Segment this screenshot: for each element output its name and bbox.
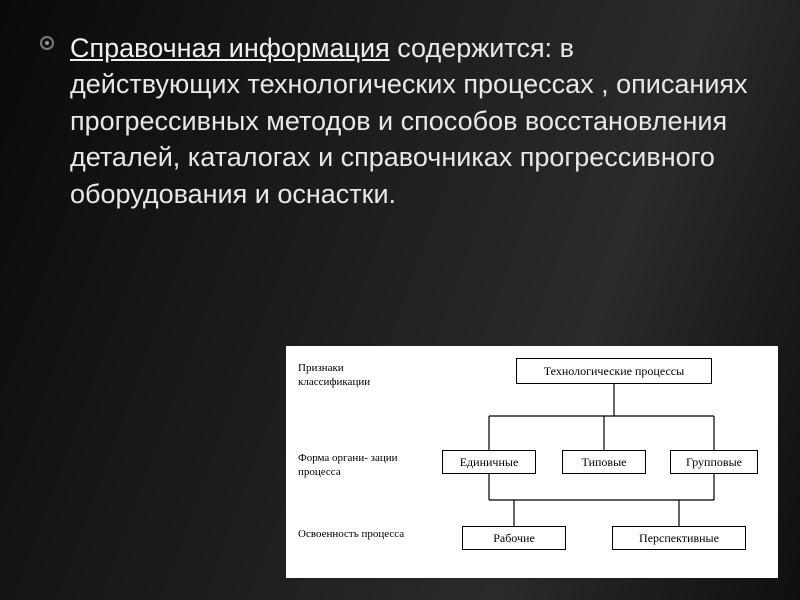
row-label: Признаки классификации [298, 362, 408, 390]
diagram-node: Технологические процессы [516, 358, 712, 384]
title-text: Справочная информация [70, 33, 390, 63]
diagram-node: Единичные [442, 450, 536, 474]
main-paragraph: Справочная информация содержится: в дейс… [70, 30, 750, 212]
diagram-node: Рабочие [462, 526, 566, 550]
diagram-node: Типовые [562, 450, 646, 474]
bullet-icon [40, 36, 54, 50]
row-label: Форма органи- зации процесса [298, 452, 408, 480]
diagram-node: Перспективные [612, 526, 746, 550]
diagram: Признаки классификации Форма органи- заци… [290, 350, 774, 574]
diagram-node: Групповые [670, 450, 758, 474]
row-label: Освоенность процесса [298, 528, 408, 542]
diagram-container: Признаки классификации Форма органи- заци… [286, 346, 778, 578]
slide: Справочная информация содержится: в дейс… [0, 0, 800, 600]
